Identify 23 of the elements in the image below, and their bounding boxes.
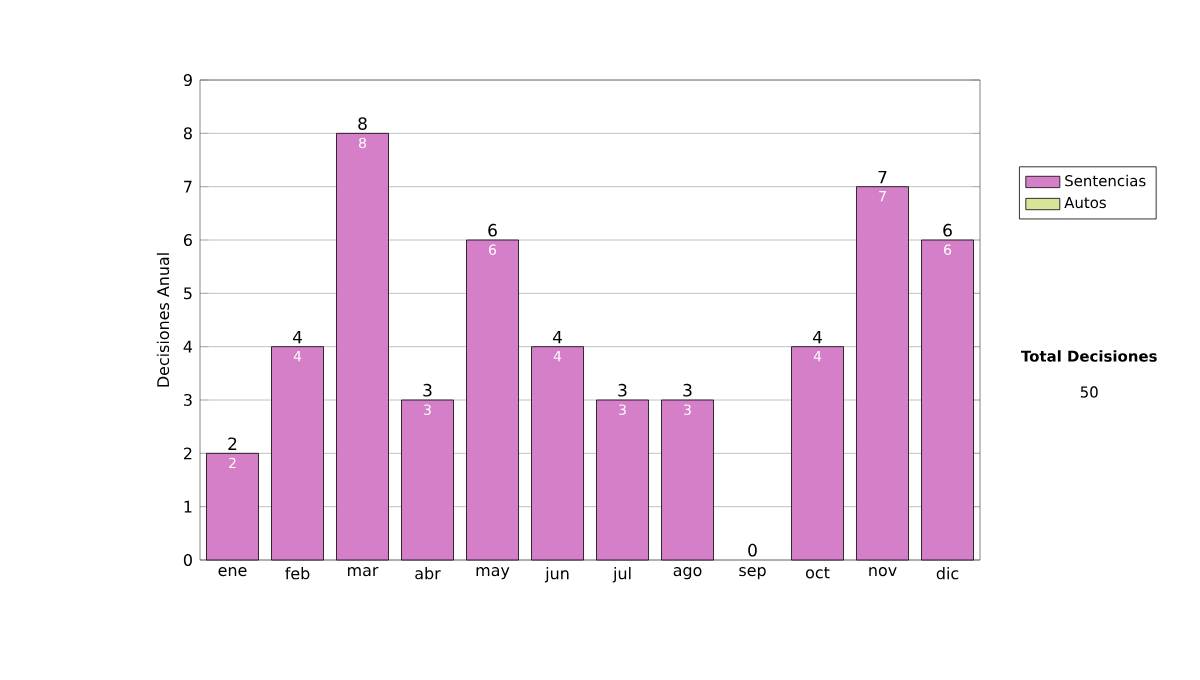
- bar: [206, 452, 259, 561]
- bar: [401, 399, 454, 561]
- total-label: 2: [228, 437, 237, 450]
- total-label: 3: [683, 383, 692, 397]
- total-label: 4: [292, 330, 302, 344]
- bar: [531, 346, 584, 561]
- total-label: 6: [488, 223, 497, 237]
- total-label: 7: [878, 170, 887, 184]
- total-label: 6: [943, 223, 952, 237]
- bar: [271, 346, 324, 561]
- total-label: 4: [552, 330, 562, 344]
- bar: [596, 399, 649, 561]
- bar: [336, 132, 389, 561]
- total-label: 8: [358, 117, 367, 130]
- bar: [466, 239, 519, 561]
- total-label: 0: [748, 543, 757, 557]
- bar: [661, 399, 714, 561]
- total-label: 4: [812, 330, 822, 344]
- bar: [921, 239, 974, 561]
- bar: [856, 186, 909, 561]
- total-label: 3: [423, 383, 432, 397]
- total-label: 3: [618, 383, 627, 397]
- bar: [791, 346, 844, 561]
